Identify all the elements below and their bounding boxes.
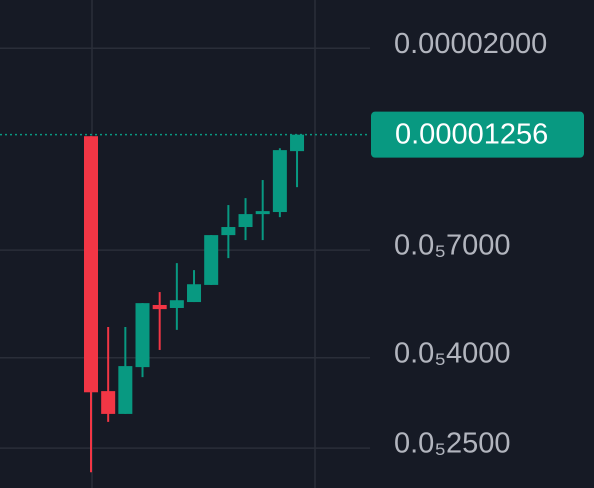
last-price-label: 0.00001256 xyxy=(395,118,548,150)
y-tick-label: 0.00002000 xyxy=(394,28,547,60)
candle-body xyxy=(152,304,167,310)
y-tick-label: 0.0₅2500 xyxy=(394,428,511,460)
candle-body xyxy=(255,211,270,215)
candle-body xyxy=(118,366,133,414)
candle-body xyxy=(290,134,305,152)
candle-body xyxy=(84,136,98,393)
y-tick-label: 0.0₅7000 xyxy=(394,230,511,262)
candle-body xyxy=(135,303,150,368)
y-tick-label: 0.0₅4000 xyxy=(394,337,511,369)
last-price-badge xyxy=(371,111,584,158)
candle-body xyxy=(101,391,116,414)
candle-body xyxy=(221,227,236,236)
candle-body xyxy=(169,300,184,308)
candle-body xyxy=(204,235,219,285)
candle-body xyxy=(272,150,287,213)
candle-body xyxy=(187,284,202,303)
candle-body xyxy=(238,214,253,228)
